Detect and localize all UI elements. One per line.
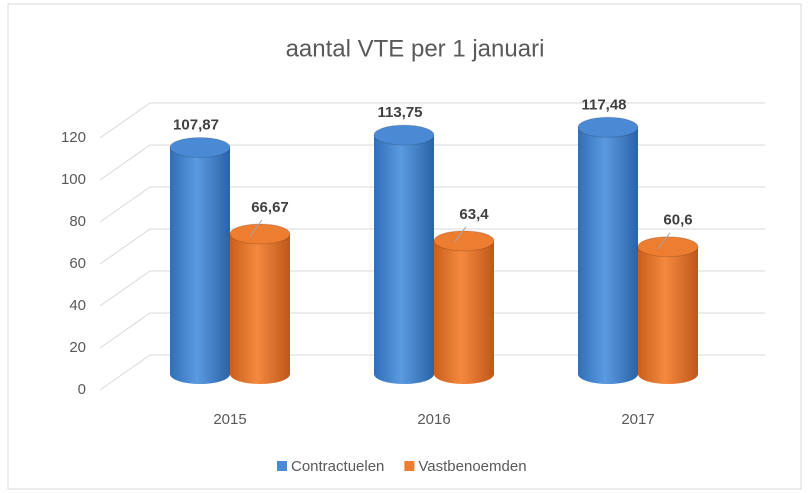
bar-top [433, 230, 495, 252]
bar-top [373, 124, 435, 146]
grid-line [99, 270, 765, 307]
legend-swatch [404, 461, 415, 471]
bar [230, 233, 290, 384]
bar [374, 135, 434, 384]
x-tick-label: 2016 [417, 411, 450, 428]
y-tick-label: 100 [61, 171, 86, 188]
x-tick-label: 2015 [213, 411, 246, 428]
leader-line [249, 219, 263, 237]
data-label: 107,87 [173, 116, 219, 133]
bar [170, 147, 230, 384]
data-label: 66,67 [251, 199, 289, 216]
y-tick-label: 120 [61, 129, 86, 146]
legend-label: Contractuelen [291, 458, 384, 475]
data-label: 63,4 [459, 206, 489, 223]
data-label: 60,6 [663, 212, 692, 229]
leader-line [453, 226, 467, 244]
y-tick-label: 0 [78, 381, 86, 398]
grid-line [99, 186, 765, 223]
bar-top [229, 223, 291, 245]
data-label: 117,48 [581, 96, 626, 113]
grid-line [99, 354, 765, 391]
y-tick-label: 20 [69, 339, 86, 356]
bar-top [169, 136, 231, 158]
grid-line [99, 228, 765, 265]
bar [434, 240, 494, 384]
bar-top [637, 236, 699, 258]
legend-swatch [277, 461, 287, 471]
y-tick-label: 80 [69, 213, 86, 230]
data-label: 113,75 [377, 104, 422, 121]
leader-line [657, 232, 671, 250]
y-tick-label: 40 [69, 297, 86, 314]
grid-line [99, 102, 765, 139]
grid-line [99, 312, 765, 349]
bar [578, 127, 638, 385]
bar [638, 246, 698, 384]
bar-top [577, 116, 639, 138]
legend-label: Vastbenoemden [418, 458, 526, 475]
chart-title: aantal VTE per 1 januari [286, 35, 545, 62]
y-tick-label: 60 [69, 255, 86, 272]
grid-line [99, 144, 765, 181]
x-tick-label: 2017 [621, 411, 654, 428]
